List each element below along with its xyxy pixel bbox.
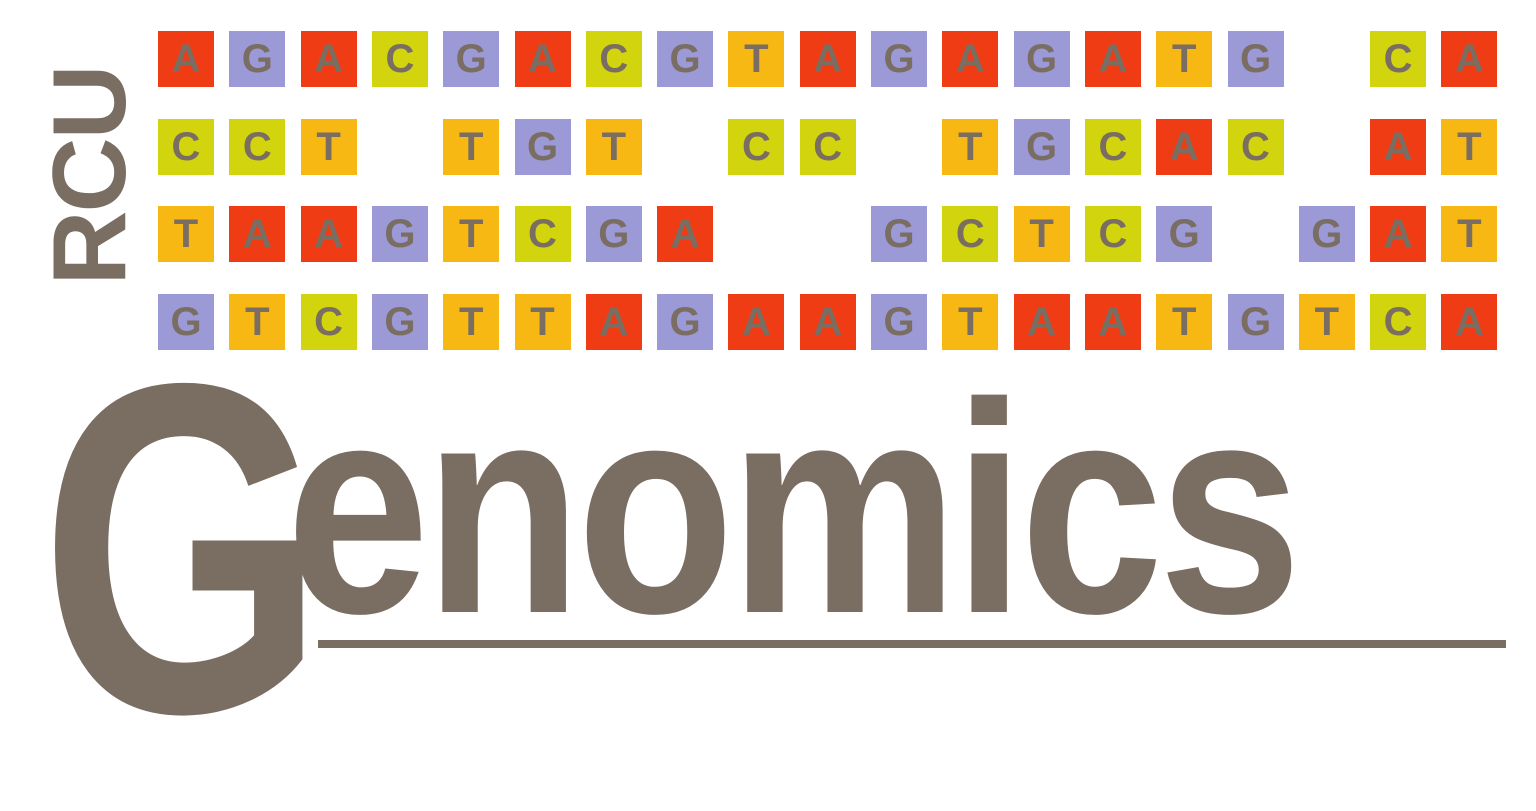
nucleotide-tile: T: [942, 118, 999, 175]
nucleotide-tile: T: [229, 294, 286, 351]
nucleotide-tile: A: [799, 294, 856, 351]
nucleotide-tile: A: [300, 206, 357, 263]
nucleotide-tile: A: [1441, 31, 1498, 87]
nucleotide-tile: A: [1370, 118, 1427, 175]
nucleotide-tile: G: [371, 294, 428, 351]
nucleotide-tile: T: [1441, 118, 1498, 175]
nucleotide-tile: G: [1227, 31, 1284, 87]
nucleotide-tile: C: [799, 118, 856, 175]
nucleotide-tile: A: [1084, 294, 1141, 351]
nucleotide-tile: T: [1298, 294, 1355, 351]
nucleotide-tile: A: [1156, 118, 1213, 175]
logo-wordmark-rest-text: enomics: [286, 340, 1302, 676]
nucleotide-tile: A: [229, 206, 286, 263]
nucleotide-tile: A: [1370, 206, 1427, 263]
nucleotide-tile: G: [585, 206, 642, 263]
nucleotide-tile: G: [1013, 118, 1070, 175]
nucleotide-tile: A: [657, 206, 714, 263]
nucleotide-tile: G: [1298, 206, 1355, 263]
nucleotide-tile: T: [1156, 294, 1213, 351]
nucleotide-tile: A: [799, 31, 856, 87]
nucleotide-tile: C: [300, 294, 357, 351]
nucleotide-tile: G: [158, 294, 214, 351]
nucleotide-tile: T: [443, 294, 500, 351]
nucleotide-tile: A: [1084, 31, 1141, 87]
nucleotide-tile: T: [942, 294, 999, 351]
nucleotide-tile: C: [514, 206, 571, 263]
nucleotide-tile: G: [443, 31, 500, 87]
nucleotide-tile: G: [1013, 31, 1070, 87]
nucleotide-tile: T: [1013, 206, 1070, 263]
nucleotide-tile: G: [1156, 206, 1213, 263]
nucleotide-tile: A: [1013, 294, 1070, 351]
nucleotide-tile: G: [871, 31, 927, 87]
nucleotide-tile: G: [371, 206, 428, 263]
nucleotide-tile: C: [371, 31, 428, 87]
logo-wordmark-rest: enomics: [286, 340, 1516, 676]
nucleotide-tile: T: [728, 31, 785, 87]
nucleotide-tile: T: [585, 118, 642, 175]
nucleotide-tile: G: [871, 294, 927, 351]
nucleotide-tile: A: [728, 294, 785, 351]
nucleotide-tile: T: [1441, 206, 1498, 263]
nucleotide-tile: C: [942, 206, 999, 263]
nucleotide-tile: T: [300, 118, 357, 175]
nucleotide-tile: G: [1227, 294, 1284, 351]
nucleotide-tile: G: [657, 31, 714, 87]
nucleotide-tile: A: [300, 31, 357, 87]
nucleotide-tile: C: [728, 118, 785, 175]
nucleotide-tile: C: [1084, 206, 1141, 263]
nucleotide-tile: C: [1227, 118, 1284, 175]
nucleotide-tile: T: [1156, 31, 1213, 87]
nucleotide-tile: A: [1441, 294, 1498, 351]
nucleotide-tile: G: [514, 118, 571, 175]
nucleotide-tile: T: [443, 118, 500, 175]
nucleotide-tile: G: [657, 294, 714, 351]
nucleotide-tile: T: [158, 206, 214, 263]
logo-initial-g: G: [40, 314, 330, 784]
nucleotide-tile: A: [585, 294, 642, 351]
nucleotide-tile: C: [1084, 118, 1141, 175]
nucleotide-tile: A: [942, 31, 999, 87]
nucleotide-tile: C: [1370, 31, 1427, 87]
nucleotide-tile: T: [514, 294, 571, 351]
rcu-text: RCU: [32, 66, 148, 286]
rcu-vertical-label: RCU: [30, 22, 150, 330]
nucleotide-tile: G: [871, 206, 927, 263]
logo-initial-g-text: G: [40, 286, 325, 811]
nucleotide-tile: A: [514, 31, 571, 87]
nucleotide-tile: A: [158, 31, 214, 87]
nucleotide-tile: C: [158, 118, 214, 175]
nucleotide-tile: C: [585, 31, 642, 87]
nucleotide-tile: T: [443, 206, 500, 263]
logo-underline-rule: [318, 640, 1506, 648]
nucleotide-tile: C: [1370, 294, 1427, 351]
nucleotide-tile: C: [229, 118, 286, 175]
nucleotide-tile: G: [229, 31, 286, 87]
